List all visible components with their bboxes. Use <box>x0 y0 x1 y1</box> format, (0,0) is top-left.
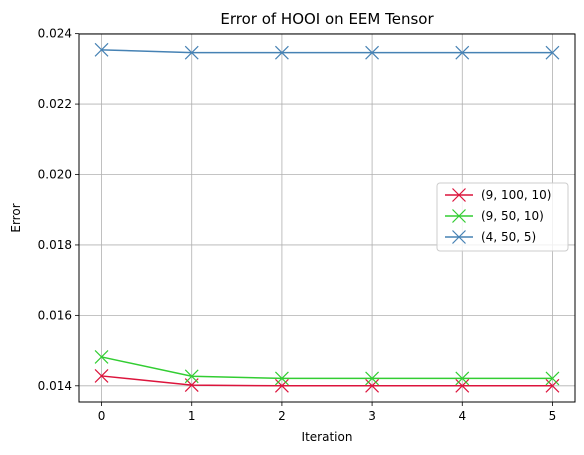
marker-stroke <box>94 369 109 383</box>
y-tick-label: 0.016 <box>38 308 72 322</box>
data-point <box>365 378 380 393</box>
data-point <box>274 45 289 60</box>
x-tick-label: 2 <box>278 409 286 423</box>
data-point <box>274 378 289 393</box>
y-axis-label: Error <box>9 203 23 232</box>
x-tick-label: 5 <box>549 409 557 423</box>
data-point <box>274 371 289 386</box>
marker-stroke <box>455 45 470 60</box>
y-tick-label: 0.024 <box>38 27 72 41</box>
marker-stroke <box>455 378 470 393</box>
data-point <box>184 369 199 384</box>
data-point <box>545 371 560 386</box>
legend-label: (9, 100, 10) <box>481 188 551 202</box>
legend-label: (4, 50, 5) <box>481 230 536 244</box>
marker-stroke <box>455 371 470 386</box>
marker-stroke <box>184 369 199 384</box>
legend-box <box>436 182 569 252</box>
plot-frame <box>78 33 576 403</box>
marker-stroke <box>545 378 560 393</box>
data-point <box>545 45 560 60</box>
marker-stroke <box>365 45 380 60</box>
legend-marker <box>452 209 466 223</box>
data-point <box>94 350 109 364</box>
legend-marker <box>452 188 466 202</box>
marker-stroke <box>545 45 560 60</box>
marker-stroke <box>184 45 199 60</box>
legend-label: (9, 50, 10) <box>481 209 544 223</box>
marker-stroke <box>94 350 109 364</box>
y-tick-label: 0.022 <box>38 97 72 111</box>
series-line <box>101 375 553 387</box>
x-tick-label: 4 <box>458 409 466 423</box>
x-tick-label: 3 <box>368 409 376 423</box>
legend: (9, 100, 10) (9, 50, 10) (4, 50, 5) <box>436 182 569 252</box>
data-point <box>94 369 109 383</box>
x-tick-label: 0 <box>98 409 106 423</box>
series-layer <box>94 42 560 393</box>
marker-stroke <box>452 230 466 244</box>
y-tick-label: 0.014 <box>38 379 72 393</box>
data-point <box>184 45 199 60</box>
data-point <box>545 378 560 393</box>
data-point <box>365 45 380 60</box>
chart-title: Error of HOOI on EEM Tensor <box>220 10 434 28</box>
marker-stroke <box>452 188 466 202</box>
marker-stroke <box>274 45 289 60</box>
marker-stroke <box>274 371 289 386</box>
marker-stroke <box>274 378 289 393</box>
axis-ticks: 0 1 2 3 4 5 0.014 0.016 0.018 0.020 0.022 0.024 <box>38 27 557 423</box>
x-axis-label: Iteration <box>302 430 353 444</box>
y-tick-label: 0.018 <box>38 238 72 252</box>
series-line <box>101 49 553 54</box>
y-tick-label: 0.020 <box>38 168 72 182</box>
data-point <box>455 371 470 386</box>
x-tick-label: 1 <box>188 409 196 423</box>
marker-stroke <box>365 371 380 386</box>
marker-stroke <box>452 209 466 223</box>
legend-marker <box>452 230 466 244</box>
data-point <box>455 378 470 393</box>
data-point <box>365 371 380 386</box>
data-point <box>94 42 109 57</box>
marker-stroke <box>94 42 109 57</box>
marker-stroke <box>545 371 560 386</box>
marker-stroke <box>365 378 380 393</box>
data-point <box>455 45 470 60</box>
series-line <box>101 356 553 380</box>
